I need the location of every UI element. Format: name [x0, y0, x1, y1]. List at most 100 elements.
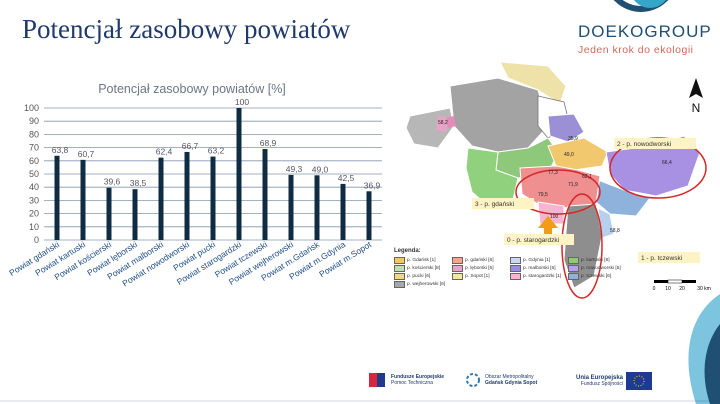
- scale-label: 30 km: [697, 286, 711, 292]
- y-tick-label: 50: [29, 169, 39, 179]
- callout-tczewski: 1 - p. tczewski: [641, 255, 682, 262]
- bars: [54, 108, 372, 240]
- bar: [132, 189, 138, 240]
- legend-swatch: [510, 272, 521, 280]
- bar-chart: Potencjał zasobowy powiatów [%] 0 10 20 30 4…: [7, 82, 382, 289]
- scale-segment: [682, 280, 696, 283]
- callout-starogardzki: 0 - p. starogardzki: [507, 237, 559, 244]
- logo-tagline: Jeden krok do ekologii: [578, 44, 694, 56]
- callout-box-nowodworski: [614, 138, 696, 149]
- callout-box-tczewski: [638, 252, 700, 263]
- map-value-label: 71,9: [568, 182, 578, 188]
- data-label: 68,9: [260, 138, 277, 148]
- legend-item: p. gdański [8]: [452, 256, 510, 264]
- county-map: 2 - p. nowodworski 3 - p. gdański 0 - p.…: [405, 61, 707, 299]
- scale-segment: [654, 280, 668, 283]
- bottom-divider: [0, 400, 720, 402]
- region-west: [405, 107, 455, 149]
- region-gdansk: [547, 113, 585, 143]
- bar: [288, 174, 294, 240]
- callout-gdanski: 3 - p. gdański: [475, 201, 514, 208]
- bar: [236, 108, 242, 240]
- legend-item: p. kościerski [8]: [394, 264, 452, 272]
- legend-label: p. malborski [6]: [523, 265, 556, 271]
- bar: [80, 159, 86, 240]
- data-label: 60,7: [78, 149, 95, 159]
- map-value-label: 58,2: [438, 120, 448, 126]
- legend-item: p. pucki [6]: [394, 272, 452, 280]
- chart-title: Potencjał zasobowy powiatów [%]: [98, 82, 286, 96]
- y-tick-label: 90: [29, 116, 39, 126]
- scale-segment: [667, 279, 683, 284]
- eu-name: Unia Europejska: [576, 375, 624, 381]
- y-tick-label: 100: [24, 103, 39, 113]
- map-value-label: 66,4: [662, 160, 672, 166]
- slide-title: Potencjał zasobowy powiatów: [22, 14, 351, 44]
- y-tick-label: 10: [29, 222, 39, 232]
- company-logo: DOEKOGROUP Jeden krok do ekologii: [568, 0, 718, 68]
- data-label: 38,5: [130, 178, 147, 188]
- map-value-label: 77,3: [548, 170, 558, 176]
- callout-box-starogardzki: [504, 234, 574, 245]
- data-labels: 63,8 60,7 39,6 38,5 62,4 66,7 63,2 100 68,9 49,3 4…: [52, 97, 381, 190]
- legend-item: p. tczewski [6]: [568, 272, 626, 280]
- legend-label: p. tczewski [6]: [581, 273, 612, 279]
- fe-sub: Pomoc Techniczna: [391, 380, 433, 386]
- oom-sub: Gdańsk Gdynia Sopot: [485, 380, 538, 386]
- y-tick-label: 40: [29, 182, 39, 192]
- region-pink-west: [446, 116, 456, 128]
- data-label: 36,9: [364, 180, 381, 190]
- map-value-label: 58,8: [610, 228, 620, 234]
- fe-icon: [369, 373, 385, 387]
- legend-swatch: [394, 280, 405, 288]
- map-value-label: 79,5: [538, 192, 548, 198]
- legend-label: p. nowodworski [5]: [581, 265, 621, 271]
- north-label: N: [692, 101, 701, 115]
- scale-bar: 0 10 20 30 km: [653, 279, 711, 292]
- legend-label: p. kościerski [8]: [407, 265, 441, 271]
- legend-label: p. kartuski [8]: [581, 257, 610, 263]
- legend-label: p. gdański [8]: [465, 257, 494, 263]
- north-arrow-icon: N: [689, 78, 703, 115]
- legend-swatch: [568, 264, 579, 272]
- legend-label: p. pucki [6]: [407, 273, 431, 279]
- bar: [366, 191, 372, 240]
- legend-label: p. lęborski [5]: [465, 265, 494, 271]
- bar: [158, 157, 164, 240]
- legend-swatch: [394, 264, 405, 272]
- scale-label: 20: [679, 286, 685, 292]
- legend-label: p. Gdynia [1]: [523, 257, 551, 263]
- fe-logo: Fundusze Europejskie Pomoc Techniczna: [368, 372, 444, 388]
- logo-drop-icon: [630, 0, 670, 8]
- legend-items: p. Gdańsk [1] p. gdański [8] p. Gdynia [1]…: [394, 256, 626, 288]
- legend-swatch: [452, 272, 463, 280]
- legend-item: p. kartuski [8]: [568, 256, 626, 264]
- arrow-icon: [538, 216, 558, 236]
- legend-label: p. starogardzki [1]: [523, 273, 562, 279]
- scale-label: 0: [653, 286, 656, 292]
- legend-label: p. wejherowski [6]: [407, 281, 446, 287]
- legend-item: p. Gdańsk [1]: [394, 256, 452, 264]
- eu-flag-icon: [626, 372, 653, 390]
- region-wejherowski: [449, 77, 549, 153]
- footer-logos: Fundusze Europejskie Pomoc Techniczna Ob…: [368, 372, 658, 396]
- oom-logo: Obszar Metropolitalny Gdańsk Gdynia Sopo…: [464, 372, 537, 388]
- map-value-label: 49,0: [564, 152, 574, 158]
- highlight-starogardzki: [515, 169, 601, 215]
- legend-item: p. lęborski [5]: [452, 264, 510, 272]
- highlight-tczewski: [561, 193, 603, 299]
- legend-swatch: [452, 256, 463, 264]
- decorative-wave: [688, 294, 720, 404]
- y-tick-label: 80: [29, 129, 39, 139]
- data-label: 42,5: [338, 173, 355, 183]
- region-gdanski: [547, 137, 609, 171]
- legend-swatch: [452, 264, 463, 272]
- legend-title: Legenda:: [394, 248, 421, 254]
- data-label: 62,4: [156, 147, 173, 157]
- legend-swatch: [394, 272, 405, 280]
- bar: [210, 156, 216, 240]
- scale-label: 10: [665, 286, 671, 292]
- bar: [340, 183, 346, 240]
- legend-swatch: [510, 256, 521, 264]
